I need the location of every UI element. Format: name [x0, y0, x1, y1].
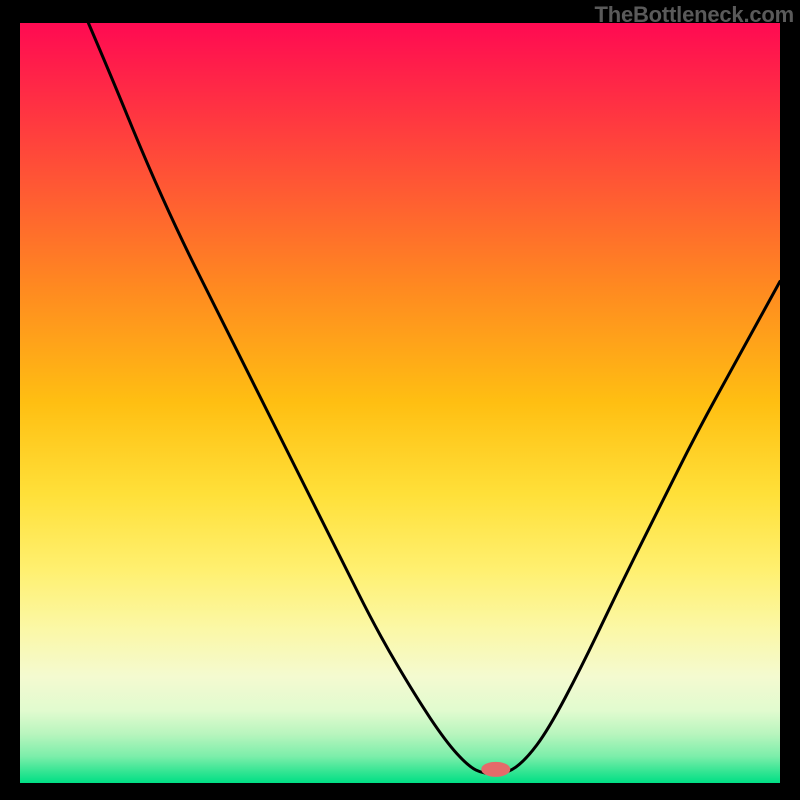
chart-frame: TheBottleneck.com	[0, 0, 800, 800]
minimum-marker	[482, 762, 510, 776]
watermark-label: TheBottleneck.com	[594, 2, 794, 28]
chart-svg	[0, 0, 800, 800]
